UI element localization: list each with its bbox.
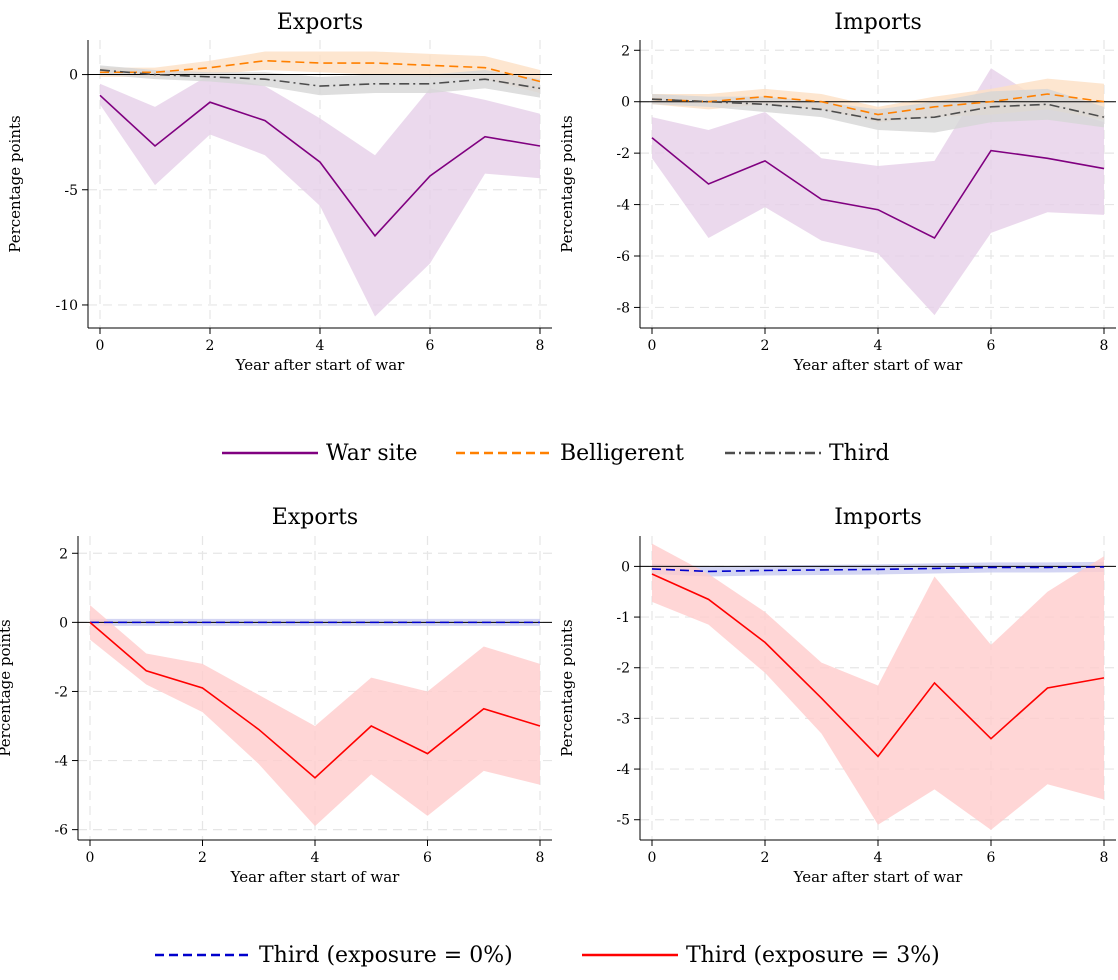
y-tick-label: -1 — [616, 610, 630, 626]
y-axis-label: Percentage points — [6, 115, 24, 252]
x-tick-label: 4 — [311, 850, 320, 866]
x-tick-label: 6 — [426, 338, 435, 354]
y-tick-label: -5 — [616, 813, 630, 829]
y-tick-label: -3 — [616, 711, 630, 727]
x-tick-label: 4 — [874, 338, 883, 354]
x-tick-label: 2 — [761, 338, 770, 354]
y-axis-label: Percentage points — [558, 115, 576, 252]
y-tick-label: 0 — [69, 68, 78, 84]
y-tick-label: -6 — [54, 823, 68, 839]
y-tick-label: -2 — [616, 146, 630, 162]
y-tick-label: 0 — [621, 559, 630, 575]
x-tick-label: 6 — [987, 850, 996, 866]
legend-2: Third (exposure = 0%) Third (exposure = 3… — [155, 943, 940, 968]
x-tick-label: 0 — [648, 338, 657, 354]
y-tick-label: 0 — [59, 615, 68, 631]
y-tick-label: -2 — [54, 684, 68, 700]
x-tick-label: 2 — [761, 850, 770, 866]
x-tick-label: 8 — [1100, 338, 1109, 354]
x-tick-label: 8 — [536, 850, 545, 866]
x-tick-label: 2 — [206, 338, 215, 354]
y-tick-label: 2 — [59, 546, 68, 562]
chart-title: Exports — [277, 10, 363, 35]
x-tick-label: 6 — [987, 338, 996, 354]
chart-panel-bottom-right: 0 2 4 6 8 -5 -4 -3 -2 -1 0 Imports Year after start … — [558, 505, 1116, 886]
y-axis-label: Percentage points — [558, 619, 576, 756]
x-axis-label: Year after start of war — [235, 356, 405, 374]
legend-label-third: Third — [829, 441, 889, 466]
y-tick-label: -2 — [616, 661, 630, 677]
y-tick-label: -8 — [616, 300, 630, 316]
y-tick-label: -6 — [616, 249, 630, 265]
chart-panel-bottom-left: 0 2 4 6 8 -6 -4 -2 0 2 Exports Year after start of … — [0, 505, 552, 886]
y-tick-label: 2 — [621, 43, 630, 59]
y-axis-label: Percentage points — [0, 619, 14, 756]
y-tick-label: -5 — [64, 183, 78, 199]
legend-label-third-exposure-3: Third (exposure = 3%) — [686, 943, 940, 968]
x-tick-label: 6 — [423, 850, 432, 866]
x-axis-label: Year after start of war — [793, 356, 963, 374]
chart-panel-top-left: 0 2 4 6 8 -10 -5 0 Exports Year after start of wa… — [6, 10, 552, 374]
x-tick-label: 0 — [96, 338, 105, 354]
y-tick-label: -10 — [55, 298, 78, 314]
x-tick-label: 8 — [1100, 850, 1109, 866]
y-tick-label: -4 — [616, 198, 630, 214]
y-tick-label: 0 — [621, 95, 630, 111]
legend-label-third-exposure-0: Third (exposure = 0%) — [259, 943, 513, 968]
x-tick-label: 2 — [198, 850, 207, 866]
y-tick-label: -4 — [616, 762, 630, 778]
x-tick-label: 4 — [316, 338, 325, 354]
x-tick-label: 8 — [536, 338, 545, 354]
x-tick-label: 0 — [648, 850, 657, 866]
x-axis-label: Year after start of war — [793, 868, 963, 886]
legend-label-belligerent: Belligerent — [560, 441, 684, 466]
confidence-band-third-exposure-3 — [90, 605, 540, 826]
x-tick-label: 4 — [874, 850, 883, 866]
x-tick-label: 0 — [86, 850, 95, 866]
chart-title: Exports — [272, 505, 358, 530]
x-axis-label: Year after start of war — [230, 868, 400, 886]
chart-title: Imports — [834, 505, 922, 530]
chart-title: Imports — [834, 10, 922, 35]
legend-1: War site Belligerent Third — [222, 441, 889, 466]
legend-label-war-site: War site — [326, 441, 418, 466]
chart-panel-top-right: 0 2 4 6 8 -8 -6 -4 -2 0 2 Imports Year after start o… — [558, 10, 1116, 374]
y-tick-label: -4 — [54, 754, 68, 770]
